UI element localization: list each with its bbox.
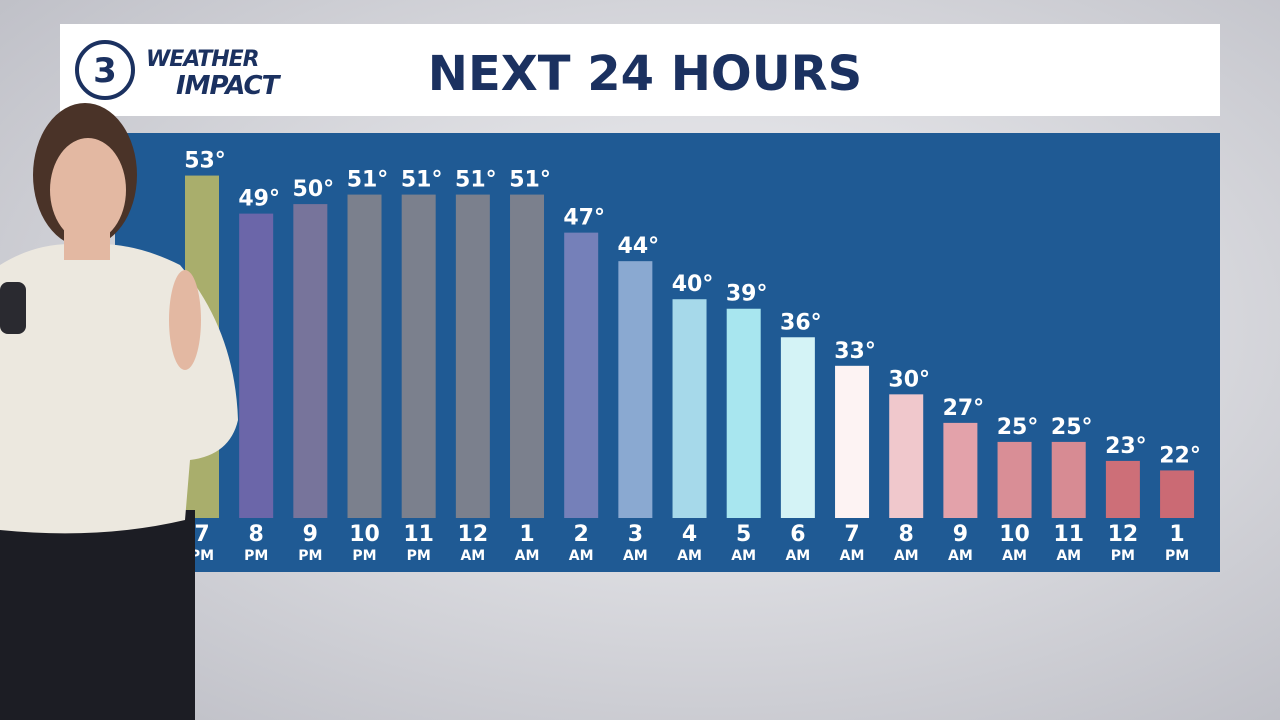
value-label: 53°: [184, 149, 226, 174]
bar: [239, 213, 274, 519]
x-tick-label: 10: [349, 522, 380, 547]
value-label: 25°: [997, 415, 1039, 440]
bar: [726, 308, 761, 518]
logo-circle: [75, 40, 135, 100]
x-tick-period: PM: [352, 548, 376, 564]
x-tick-label: 8: [249, 522, 264, 547]
x-tick-label: 2: [574, 522, 589, 547]
x-tick-label: 7: [194, 522, 209, 547]
presenter-hand: [169, 270, 201, 370]
logo-number: 3: [93, 51, 117, 91]
value-label: 51°: [455, 168, 497, 193]
x-tick-period: AM: [785, 548, 810, 564]
x-tick-label: 9: [303, 522, 318, 547]
bar: [347, 194, 382, 518]
x-tick-label: 4: [682, 522, 697, 547]
x-tick-period: AM: [1002, 548, 1027, 564]
bar: [943, 422, 978, 518]
plot: 53°7PM49°8PM50°9PM51°10PM51°11PM51°12AM5…: [184, 149, 1201, 564]
x-tick-period: PM: [1165, 548, 1189, 564]
value-label: 49°: [238, 187, 280, 212]
logo-line2: IMPACT: [176, 71, 282, 101]
x-tick-period: PM: [190, 548, 214, 564]
x-tick-label: 7: [844, 522, 859, 547]
bar: [672, 299, 707, 518]
logo-line1: WEATHER: [146, 47, 259, 72]
value-label: 50°: [293, 177, 335, 202]
x-tick-period: AM: [1056, 548, 1081, 564]
bar: [455, 194, 490, 518]
x-tick-period: AM: [515, 548, 540, 564]
x-tick-label: 8: [899, 522, 914, 547]
bar: [1160, 470, 1195, 518]
x-tick-period: AM: [894, 548, 919, 564]
x-tick-label: 1: [1169, 522, 1184, 547]
presenter-clicker: [0, 282, 26, 334]
presenter-neck: [64, 230, 110, 260]
value-label: 47°: [563, 206, 605, 231]
x-tick-label: 5: [736, 522, 751, 547]
x-tick-period: AM: [840, 548, 865, 564]
bar: [997, 441, 1032, 518]
x-tick-period: PM: [298, 548, 322, 564]
presenter: [0, 103, 238, 720]
bar: [1105, 460, 1140, 518]
value-label: 30°: [888, 367, 930, 392]
bar: [510, 194, 545, 518]
bar: [889, 394, 924, 518]
x-tick-label: 9: [953, 522, 968, 547]
bar: [1051, 441, 1086, 518]
bar: [835, 365, 870, 518]
chart-title: NEXT 24 HOURS: [428, 46, 862, 102]
x-tick-period: AM: [948, 548, 973, 564]
x-tick-label: 1: [519, 522, 534, 547]
value-label: 36°: [780, 310, 822, 335]
value-label: 51°: [347, 168, 389, 193]
bar: [780, 337, 815, 518]
presenter-face: [50, 138, 126, 242]
x-tick-label: 10: [999, 522, 1030, 547]
bar: [401, 194, 436, 518]
x-tick-period: AM: [731, 548, 756, 564]
x-tick-label: 11: [403, 522, 434, 547]
x-tick-period: AM: [677, 548, 702, 564]
x-tick-label: 12: [458, 522, 489, 547]
value-label: 23°: [1105, 434, 1147, 459]
header-bar: [60, 24, 1220, 116]
x-tick-period: PM: [244, 548, 268, 564]
bar: [293, 204, 328, 518]
value-label: 44°: [618, 234, 660, 259]
x-tick-period: AM: [623, 548, 648, 564]
value-label: 33°: [834, 339, 876, 364]
bar: [564, 232, 599, 518]
x-tick-label: 12: [1108, 522, 1139, 547]
x-tick-period: PM: [1111, 548, 1135, 564]
x-tick-label: 3: [628, 522, 643, 547]
value-label: 22°: [1159, 443, 1201, 468]
x-tick-label: 11: [1053, 522, 1084, 547]
presenter-trousers: [0, 510, 195, 720]
value-label: 40°: [672, 272, 714, 297]
x-tick-label: 6: [790, 522, 805, 547]
value-label: 27°: [943, 396, 985, 421]
x-tick-period: PM: [407, 548, 431, 564]
x-tick-period: AM: [460, 548, 485, 564]
value-label: 25°: [1051, 415, 1093, 440]
value-label: 39°: [726, 282, 768, 307]
value-label: 51°: [509, 168, 551, 193]
bar: [618, 261, 653, 518]
value-label: 51°: [401, 168, 443, 193]
x-tick-period: AM: [569, 548, 594, 564]
